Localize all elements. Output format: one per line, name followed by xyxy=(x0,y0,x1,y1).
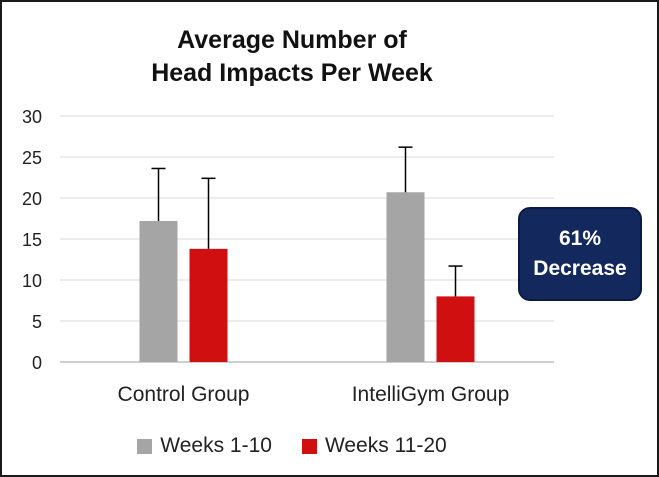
legend-item-weeks-1-10: Weeks 1-10 xyxy=(137,434,272,458)
y-tick-label-20: 20 xyxy=(22,189,42,209)
y-tick-label-5: 5 xyxy=(32,312,42,332)
legend-swatch-weeks-11-20 xyxy=(301,438,317,454)
chart-legend: Weeks 1-10 Weeks 11-20 xyxy=(2,434,582,458)
legend-item-weeks-11-20: Weeks 11-20 xyxy=(301,434,447,458)
chart-title-line-1: Average Number of xyxy=(177,26,407,54)
chart-title-line-2: Head Impacts Per Week xyxy=(151,59,433,87)
y-tick-label-30: 30 xyxy=(22,107,42,127)
decrease-callout: 61% Decrease xyxy=(518,207,642,301)
bar-0-0 xyxy=(139,220,178,362)
legend-swatch-weeks-1-10 xyxy=(137,438,153,454)
callout-label: Decrease xyxy=(533,257,627,280)
y-tick-label-15: 15 xyxy=(22,230,42,250)
bar-1-0 xyxy=(386,192,425,362)
chart-title: Average Number of Head Impacts Per Week xyxy=(2,24,582,90)
legend-label-weeks-11-20: Weeks 11-20 xyxy=(324,434,447,457)
y-tick-label-25: 25 xyxy=(22,148,42,168)
y-tick-label-0: 0 xyxy=(32,353,42,373)
bar-1-1 xyxy=(436,296,475,362)
x-tick-label-0: Control Group xyxy=(118,383,250,406)
bar-0-1 xyxy=(189,248,228,362)
legend-label-weeks-1-10: Weeks 1-10 xyxy=(160,434,272,457)
y-tick-label-10: 10 xyxy=(22,271,42,291)
x-tick-label-1: IntelliGym Group xyxy=(352,383,510,406)
callout-percent: 61% xyxy=(558,227,602,250)
